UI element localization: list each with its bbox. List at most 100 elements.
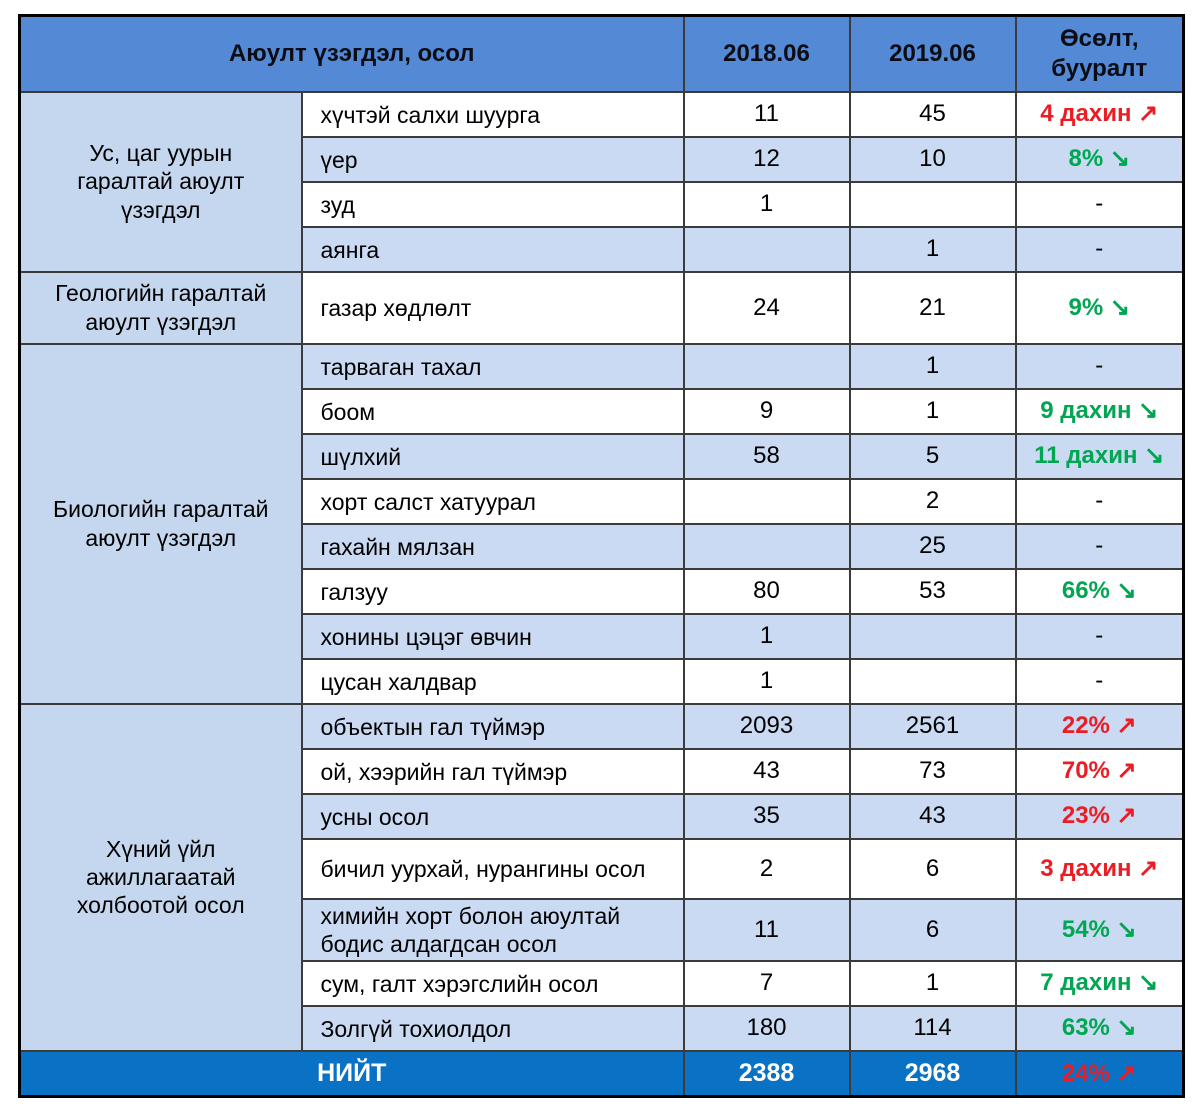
value-2019-cell: 10 [848, 135, 1017, 183]
category-label: Биологийн гаралтай аюулт үзэгдэл [53, 496, 269, 551]
value-2018-cell [682, 342, 851, 390]
change-cell: - [1014, 342, 1185, 390]
item-cell: бичил уурхай, нурангины осол [300, 837, 685, 900]
item-label: зуд [320, 191, 355, 218]
category-cell: Биологийн гаралтай аюулт үзэгдэл [18, 342, 303, 705]
value-2019-cell [848, 180, 1017, 228]
value-2018-cell: 1 [682, 657, 851, 705]
item-cell: ой, хээрийн гал түймэр [300, 747, 685, 795]
item-label: аянга [320, 236, 380, 263]
change-cell: 11 дахин ↘ [1014, 432, 1185, 480]
item-cell: боом [300, 387, 685, 435]
value-2019-cell: 2561 [848, 702, 1017, 750]
item-label: газар хөдлөлт [320, 295, 472, 322]
value-2018-cell: 7 [682, 959, 851, 1007]
value-2018-cell: 2 [682, 837, 851, 900]
total-change-cell: 24% ↗ [1014, 1049, 1185, 1098]
value-2018-cell: 2093 [682, 702, 851, 750]
value-2019-cell: 2 [848, 477, 1017, 525]
value-2019-cell: 21 [848, 270, 1017, 345]
value-2018-cell: 35 [682, 792, 851, 840]
item-label: хорт салст хатуурал [320, 488, 536, 515]
item-label: химийн хорт болон аюултай бодис алдагдса… [320, 902, 621, 957]
change-cell: 3 дахин ↗ [1014, 837, 1185, 900]
item-cell: зуд [300, 180, 685, 228]
item-label: тарваган тахал [320, 353, 482, 380]
value-2019-cell: 45 [848, 90, 1017, 138]
table-row: усны осол 35 43 23% ↗ [20, 792, 1185, 840]
table-row: Хүний үйл ажиллагаатай холбоотой осол об… [18, 702, 1185, 1052]
value-2018-cell: 24 [682, 270, 851, 345]
change-cell: 63% ↘ [1014, 1004, 1185, 1052]
table-row: бичил уурхай, нурангины осол 2 6 3 дахин… [20, 837, 1185, 900]
value-2018-cell: 180 [682, 1004, 851, 1052]
value-2018-cell: 1 [682, 180, 851, 228]
value-2018-cell: 1 [682, 612, 851, 660]
value-2018-cell [682, 522, 851, 570]
category-cell: Хүний үйл ажиллагаатай холбоотой осол [18, 702, 303, 1052]
item-label: Золгүй тохиолдол [320, 1016, 512, 1043]
item-label: усны осол [320, 803, 430, 830]
change-cell: 8% ↘ [1014, 135, 1185, 183]
value-2019-cell [848, 657, 1017, 705]
item-cell: хорт салст хатуурал [300, 477, 685, 525]
item-label: хүчтэй салхи шуурга [320, 101, 541, 128]
item-cell: тарваган тахал [300, 342, 685, 390]
item-cell: үер [300, 135, 685, 183]
value-2018-cell: 12 [682, 135, 851, 183]
change-cell: 23% ↗ [1014, 792, 1185, 840]
table-row: Золгүй тохиолдол 180 114 63% ↘ [20, 1004, 1185, 1052]
value-2019-cell: 6 [848, 837, 1017, 900]
value-2018-cell: 11 [682, 90, 851, 138]
disaster-statistics-table: Аюулт үзэгдэл, осол 2018.06 2019.06 Өсөл… [18, 14, 1185, 1099]
category-label: Геологийн гаралтай аюулт үзэгдэл [55, 280, 267, 335]
table-title: Аюулт үзэгдэл, осол [18, 14, 685, 93]
table-row: ой, хээрийн гал түймэр 43 73 70% ↗ [20, 747, 1185, 795]
value-2018-cell: 58 [682, 432, 851, 480]
category-cell: Геологийн гаралтай аюулт үзэгдэл [18, 270, 303, 345]
item-cell: хонины цэцэг өвчин [300, 612, 685, 660]
change-cell: 4 дахин ↗ [1014, 90, 1185, 138]
value-2019-cell: 1 [848, 387, 1017, 435]
table-row: зуд 1 - [20, 180, 1185, 228]
item-label: цусан халдвар [320, 668, 477, 695]
table-row: Биологийн гаралтай аюулт үзэгдэл тарвага… [18, 342, 1185, 705]
value-2019-cell: 53 [848, 567, 1017, 615]
value-2019-cell: 1 [848, 342, 1017, 390]
item-cell: сум, галт хэрэгслийн осол [300, 959, 685, 1007]
change-cell: 7 дахин ↘ [1014, 959, 1185, 1007]
table-row: хорт салст хатуурал 2 - [20, 477, 1185, 525]
item-cell: аянга [300, 225, 685, 273]
value-2019-cell: 25 [848, 522, 1017, 570]
change-cell: 9 дахин ↘ [1014, 387, 1185, 435]
total-2018-cell: 2388 [682, 1049, 851, 1098]
value-2018-cell [682, 225, 851, 273]
item-cell: гахайн мялзан [300, 522, 685, 570]
value-2018-cell: 9 [682, 387, 851, 435]
item-label: шүлхий [320, 443, 402, 470]
change-cell: 66% ↘ [1014, 567, 1185, 615]
value-2019-cell: 6 [848, 897, 1017, 962]
value-2018-cell: 43 [682, 747, 851, 795]
value-2018-cell [682, 477, 851, 525]
category-cell: Ус, цаг уурын гаралтай аюулт үзэгдэл [18, 90, 303, 273]
table-row: Геологийн гаралтай аюулт үзэгдэл газар х… [18, 270, 1185, 345]
total-label-cell: НИЙТ [18, 1049, 685, 1098]
item-cell: цусан халдвар [300, 657, 685, 705]
value-2019-cell [848, 612, 1017, 660]
value-2019-cell: 73 [848, 747, 1017, 795]
change-cell: 9% ↘ [1014, 270, 1185, 345]
table-row: гахайн мялзан 25 - [20, 522, 1185, 570]
table-row: үер 12 10 8% ↘ [20, 135, 1185, 183]
item-label: галзуу [320, 578, 388, 605]
table-row: боом 9 1 9 дахин ↘ [20, 387, 1185, 435]
item-label: объектын гал түймэр [320, 713, 546, 740]
item-cell: галзуу [300, 567, 685, 615]
col-header-change: Өсөлт, бууралт [1014, 14, 1185, 93]
change-cell: 54% ↘ [1014, 897, 1185, 962]
change-cell: - [1014, 657, 1185, 705]
item-label: гахайн мялзан [320, 533, 475, 560]
value-2019-cell: 1 [848, 959, 1017, 1007]
total-2019-cell: 2968 [848, 1049, 1017, 1098]
